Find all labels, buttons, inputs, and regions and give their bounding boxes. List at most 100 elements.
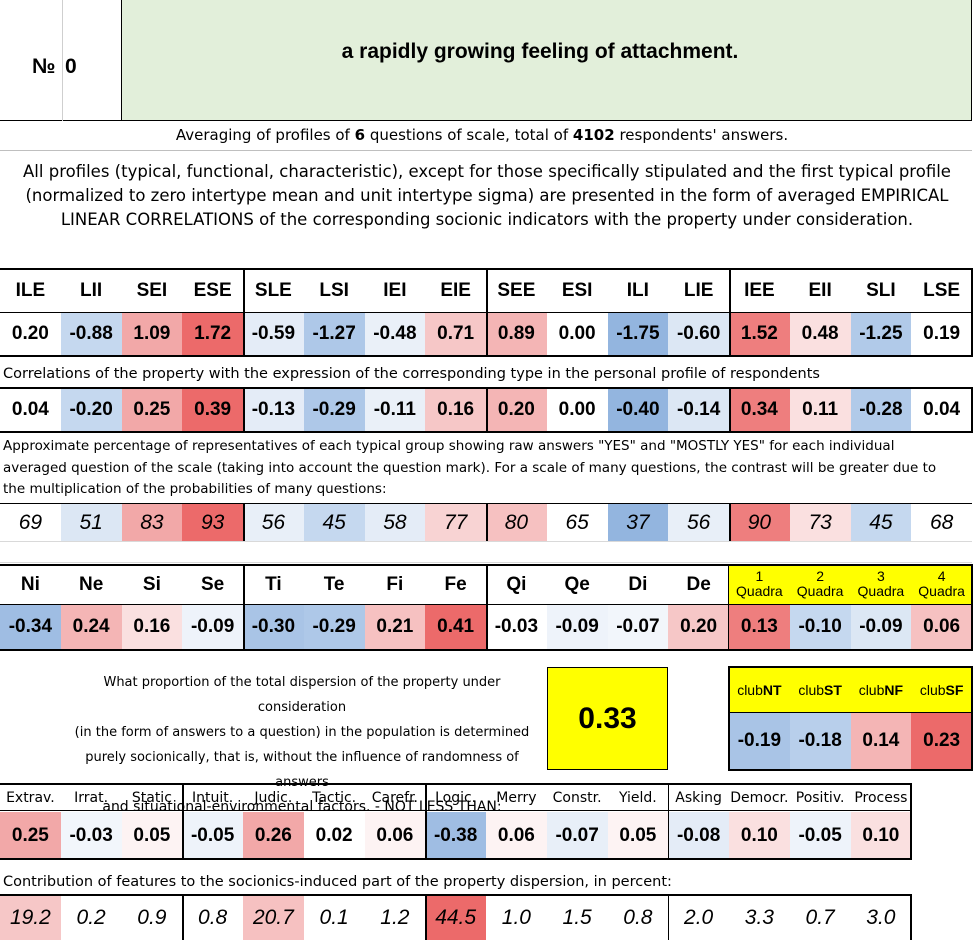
type-header-ile: ILE [15,280,46,301]
trait-value-cell: -0.08 [668,812,729,859]
club-header-sf: club SF [911,668,972,712]
percentage-cell: 77 [425,504,486,541]
club-header-nt: club NT [729,668,790,712]
value-cell: 1.72 [182,313,243,355]
number-value: 0 [65,55,77,78]
function-value-cell: -0.09 [182,605,243,649]
function-header-si: Si [142,574,161,595]
type-header-ese: ESE [193,280,232,301]
percentage-cell: 65 [546,504,608,541]
function-header-fe: Fe [444,574,467,595]
club-prefix: club [858,682,885,698]
club-value-sf: 0.23 [911,713,972,769]
value-cell: -1.75 [607,313,669,355]
function-value-cell: -0.30 [243,605,304,649]
percentage-cell: 37 [607,504,669,541]
type-header-lse: LSE [923,280,961,301]
type-header-ili: ILI [626,280,649,301]
quadra-value-2: -0.10 [789,605,851,649]
trait-value-cell: 0.26 [243,812,304,859]
function-value-cell: -0.29 [303,605,365,649]
value-cell: 0.11 [789,389,851,431]
trait-contribution-cell: 1.5 [546,896,608,940]
value-cell: 0.00 [546,313,608,355]
value-cell: -0.28 [850,389,912,431]
number-label: № [32,55,56,78]
type-header-lie: LIE [683,280,714,301]
type-header-lii: LII [80,280,103,301]
value-cell: 0.25 [121,389,183,431]
trait-contribution-cell: 3.0 [850,896,912,940]
club-prefix: club [919,682,946,698]
trait-header-tactic: Tactic. [312,790,357,806]
function-value-cell: -0.09 [546,605,608,649]
trait-contribution-cell: 2.0 [668,896,729,940]
trait-value-cell: -0.05 [182,812,243,859]
trait-header-static: Static [131,790,172,806]
trait-value-cell: -0.38 [425,812,486,859]
function-value-cell: 0.21 [364,605,426,649]
function-header-te: Te [323,574,345,595]
trait-header-judic: Judic. [254,790,293,806]
quadra-number: 1 [755,568,764,584]
percentage-cell: 83 [121,504,183,541]
question-count: 6 [354,126,366,144]
value-cell: -0.48 [364,313,426,355]
value-cell: -0.60 [668,313,729,355]
trait-value-cell: 0.10 [850,812,912,859]
value-cell: 0.00 [546,389,608,431]
value-cell: -0.40 [607,389,669,431]
value-cell: 0.71 [425,313,486,355]
percentage-cell: 68 [911,504,972,541]
description-text: All profiles (typical, functional, chara… [23,162,951,229]
quadra-header-1: 1 Quadra [729,566,790,604]
trait-contribution-cell: 0.1 [303,896,365,940]
trait-contribution-cell: 1.0 [486,896,547,940]
trait-value-cell: 0.06 [486,812,547,859]
club-header-nf: club NF [850,668,912,712]
title-box: a rapidly growing feeling of attachment. [122,0,972,121]
value-cell: 0.16 [425,389,486,431]
club-value-nf: 0.14 [850,713,912,769]
function-value-cell: 0.20 [668,605,729,649]
trait-contribution-cell: 0.7 [789,896,851,940]
type-header-sei: SEI [136,280,168,301]
value-cell: 1.52 [729,313,790,355]
trait-value-cell: -0.07 [546,812,608,859]
trait-header-constr: Constr. [552,790,602,806]
trait-header-extrav: Extrav. [6,790,55,806]
club-prefix: club [737,682,763,698]
dispersion-text: What proportion of the total dispersion … [74,675,530,815]
type-header-eie: EIE [440,280,471,301]
value-cell: 0.20 [486,389,547,431]
dispersion-value: 0.33 [547,667,668,770]
trait-value-cell: 0.05 [121,812,183,859]
type-header-see: SEE [497,280,536,301]
trait-contribution-cell: 0.2 [60,896,122,940]
value-cell: 0.39 [182,389,243,431]
quadra-header-4: 4 Quadra [911,566,972,604]
trait-value-cell: -0.05 [789,812,851,859]
trait-header-asking: Asking [675,790,722,806]
function-value-cell: 0.16 [121,605,183,649]
value-cell: 0.89 [486,313,547,355]
trait-contribution-cell: 19.2 [0,896,61,940]
quadra-label: Quadra [918,583,965,599]
trait-contribution-cell: 0.8 [182,896,243,940]
percentage-note: Approximate percentage of representative… [3,438,937,497]
trait-contribution-cell: 44.5 [425,896,486,940]
function-header-fi: Fi [386,574,404,595]
trait-header-process: Process [854,790,908,806]
quadra-number: 3 [876,568,885,584]
trait-header-democr: Democr. [730,790,789,806]
function-value-cell: 0.24 [60,605,122,649]
percentage-cell: 93 [182,504,243,541]
trait-value-cell: 0.25 [0,812,61,859]
percentage-cell: 58 [364,504,426,541]
club-value-nt: -0.19 [729,713,790,769]
type-header-sli: SLI [866,280,896,301]
trait-value-cell: -0.03 [60,812,122,859]
percentage-cell: 80 [486,504,547,541]
club-suffix: NF [884,682,904,698]
value-cell: -0.13 [243,389,304,431]
